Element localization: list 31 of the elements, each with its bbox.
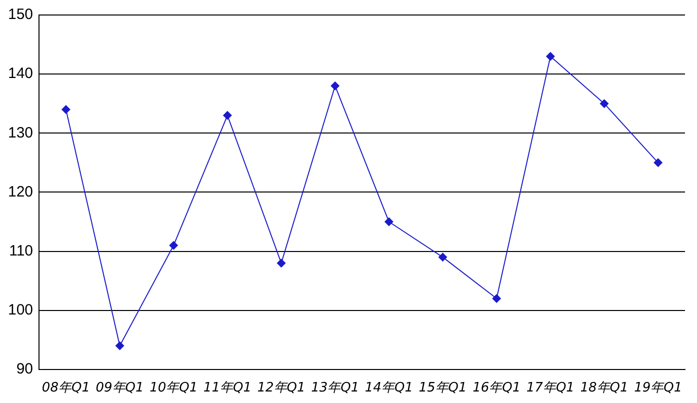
y-tick-label: 120 [8,183,34,200]
x-tick-label: 17年Q1 [526,380,574,396]
x-tick-label: 08年Q1 [42,380,90,396]
point [61,105,70,114]
point [330,81,340,90]
point [438,252,448,262]
y-tick-label: 90 [16,360,34,378]
point [600,99,609,108]
point [492,294,502,304]
x-tick-label: 12年Q1 [257,380,306,396]
x-tick-label: 11年Q1 [203,380,252,396]
x-tick-label: 15年Q1 [418,380,467,396]
y-tick-label: 140 [8,65,34,82]
x-tick-label: 19年Q1 [634,380,682,396]
y-tick-label: 150 [8,6,34,24]
point [222,110,232,120]
point [654,158,663,168]
y-tick-label: 110 [9,242,34,260]
x-tick-label: 14年Q1 [364,380,413,396]
x-tick-label: 10年Q1 [150,380,198,396]
point [169,240,178,250]
x-tick-label: 09年Q1 [96,380,144,396]
x-tick-label: 16年Q1 [472,380,521,396]
x-tick-label: 18年Q1 [580,380,628,396]
y-tick-label: 100 [8,301,34,318]
point [546,52,555,61]
point [276,258,286,268]
x-tick-label: 13年Q1 [311,380,360,396]
point [384,217,394,226]
y-tick-label: 130 [8,124,34,142]
point [115,341,124,350]
